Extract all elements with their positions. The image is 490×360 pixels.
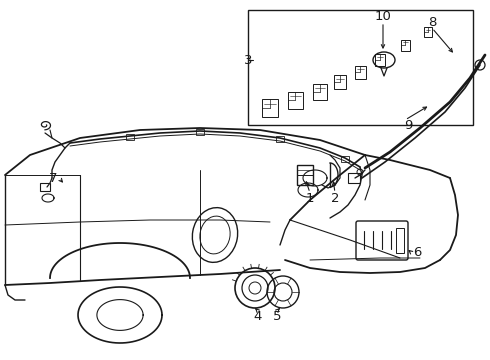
Bar [276, 136, 284, 142]
Bar [354, 66, 366, 78]
Bar [348, 173, 360, 183]
Text: 9: 9 [404, 118, 412, 131]
Text: 5: 5 [273, 310, 281, 323]
Bar [400, 40, 410, 50]
Bar [262, 99, 278, 117]
Bar [126, 134, 134, 140]
Text: 8: 8 [428, 15, 436, 28]
Bar [248, 10, 473, 125]
Bar [375, 54, 385, 66]
Bar [341, 156, 349, 162]
Text: 2: 2 [331, 192, 339, 204]
Bar [196, 129, 204, 135]
Bar [313, 84, 327, 100]
Text: 10: 10 [374, 9, 392, 23]
Text: 4: 4 [254, 310, 262, 323]
Bar [334, 75, 346, 89]
Text: 1: 1 [306, 192, 314, 204]
Bar [40, 183, 50, 191]
Bar [288, 91, 302, 108]
Text: 3: 3 [244, 54, 252, 67]
Bar [424, 27, 432, 37]
Text: 7: 7 [49, 171, 57, 185]
Bar [297, 165, 313, 185]
Bar [396, 228, 404, 253]
Text: 6: 6 [413, 247, 421, 260]
